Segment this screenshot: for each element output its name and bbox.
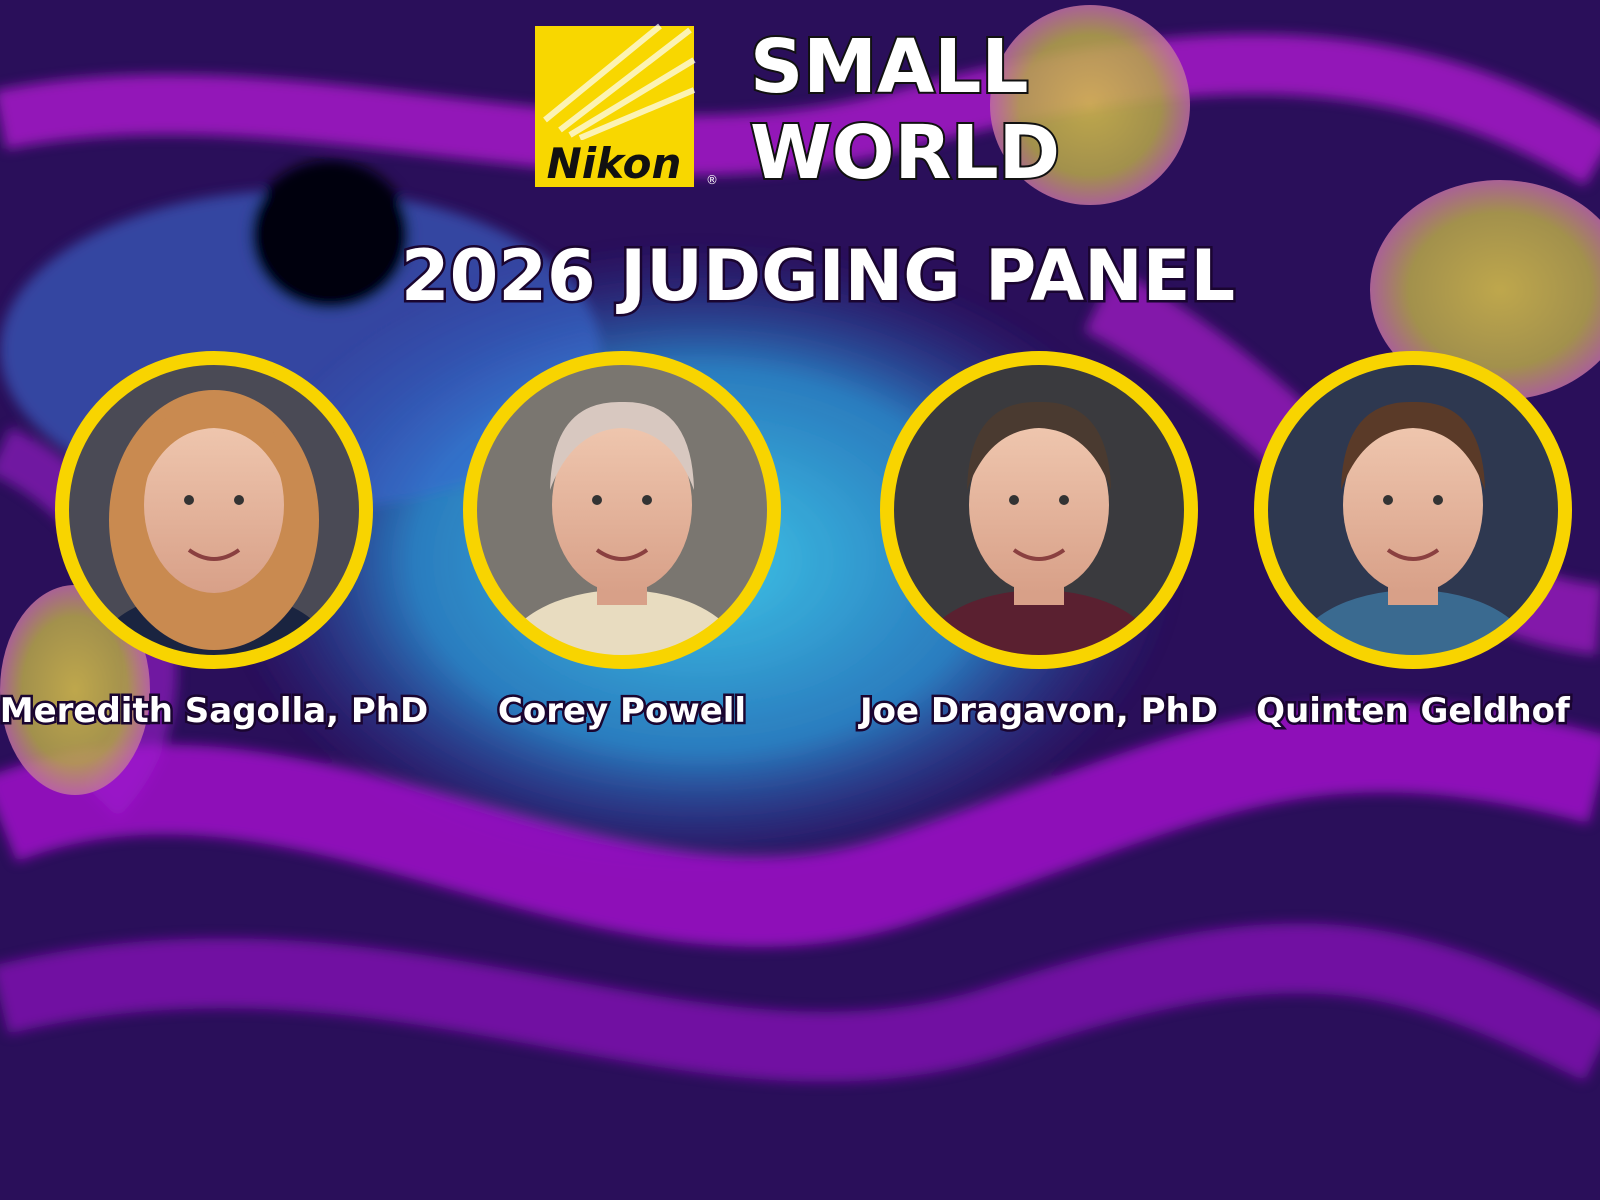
- face: [1343, 417, 1483, 593]
- logo-mark: ®: [706, 173, 718, 187]
- hair: [1341, 401, 1485, 490]
- judge-photo: [893, 364, 1185, 656]
- photo-ring: [880, 351, 1198, 669]
- photo-ring: [463, 351, 781, 669]
- judge-photo: [476, 364, 768, 656]
- smile: [1012, 548, 1066, 561]
- hair: [967, 401, 1111, 490]
- shoulders: [919, 590, 1159, 656]
- eye: [642, 495, 652, 505]
- eye: [1009, 495, 1019, 505]
- logo-band: [535, 140, 694, 187]
- judge-card: Corey Powell: [463, 351, 781, 734]
- smile: [1386, 548, 1440, 561]
- hair: [550, 401, 694, 490]
- face: [552, 417, 692, 593]
- eye: [234, 495, 244, 505]
- judge-name: Meredith Sagolla, PhD: [0, 691, 428, 731]
- nikon-logo: Nikon ®: [535, 23, 718, 188]
- judge-name: Quinten Geldhof: [1256, 691, 1571, 731]
- cell-blob: [0, 585, 150, 795]
- photo-ring: [55, 351, 373, 669]
- judge-photo: [68, 364, 360, 656]
- judge-card: Meredith Sagolla, PhD: [0, 351, 431, 734]
- cell-blob: [1370, 180, 1600, 400]
- eye: [1383, 495, 1393, 505]
- logo-line1: SMALL: [750, 24, 1029, 110]
- judge-card: Quinten Geldhof: [1254, 351, 1574, 734]
- eye: [184, 495, 194, 505]
- face: [969, 417, 1109, 593]
- judge-card: Joe Dragavon, PhD: [856, 351, 1220, 734]
- logo-rays: [543, 23, 696, 141]
- eye: [1433, 495, 1443, 505]
- logo-line2: WORLD: [750, 110, 1060, 196]
- judge-name: Joe Dragavon, PhD: [858, 691, 1218, 731]
- panel-title: 2026 JUDGING PANEL: [401, 235, 1235, 317]
- smile: [187, 548, 241, 561]
- hair: [142, 401, 286, 490]
- shoulders: [1293, 590, 1533, 656]
- logo-brand: Nikon: [547, 139, 682, 188]
- photo-ring: [1254, 351, 1572, 669]
- judge-name: Corey Powell: [498, 691, 746, 731]
- eye: [1059, 495, 1069, 505]
- face: [144, 417, 284, 593]
- smile: [595, 548, 649, 561]
- cell-blob: [990, 5, 1190, 205]
- shoulders: [502, 590, 742, 656]
- judge-photo: [1267, 364, 1559, 656]
- judges: Meredith Sagolla, PhD Corey Powell Joe Dra…: [0, 351, 1574, 734]
- eye: [592, 495, 602, 505]
